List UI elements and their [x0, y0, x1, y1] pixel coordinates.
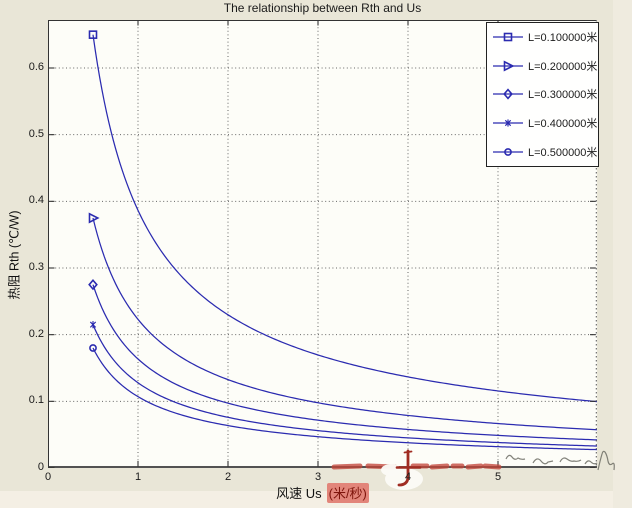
x-axis-label: 风速 Us (米/秒) [48, 483, 597, 503]
asterisk-marker-icon [504, 119, 512, 127]
legend-label: L=0.400000米 [528, 118, 598, 131]
x-tick-label-4: 4 [404, 471, 412, 483]
legend-box: L=0.100000米 L=0.200000米 L=0.300000米 L=0.400… [486, 22, 599, 167]
curve-series-3 [92, 284, 597, 441]
figure-right-margin [613, 0, 632, 508]
legend-items: L=0.100000米 L=0.200000米 L=0.300000米 L=0.400… [487, 23, 598, 166]
legend-item-1: L=0.100000米 [487, 23, 598, 52]
y-tick-label-0.3: 0.3 [28, 261, 44, 273]
x-axis-unit-highlighted: (米/秒) [326, 483, 369, 503]
y-axis-label: 热阻 Rth (℃/W) [7, 210, 22, 300]
plot-title: The relationship between Rth and Us [223, 1, 422, 15]
triangle-right-marker-icon [503, 60, 515, 72]
circle-marker-icon [504, 147, 512, 156]
legend-item-5: L=0.500000米 [487, 137, 598, 166]
diamond-marker-icon [88, 279, 98, 291]
legend-swatch [493, 60, 523, 72]
legend-label: L=0.300000米 [528, 89, 598, 102]
y-tick-label-0.1: 0.1 [28, 394, 44, 407]
legend-label: L=0.200000米 [528, 60, 598, 73]
curve-series-2 [92, 217, 597, 431]
y-tick-label-0.5: 0.5 [28, 127, 44, 140]
square-marker-icon [503, 32, 513, 42]
legend-label: L=0.500000米 [528, 146, 598, 159]
x-tick-label-1: 1 [134, 471, 142, 483]
circle-marker-icon [89, 344, 97, 352]
legend-swatch [493, 147, 523, 156]
legend-item-3: L=0.300000米 [487, 80, 598, 109]
y-tick-label-0: 0 [37, 461, 44, 473]
curve-series-4 [92, 324, 597, 447]
legend-item-4: L=0.400000米 [487, 109, 598, 138]
legend-swatch [493, 32, 523, 42]
x-tick-label-3: 3 [314, 471, 322, 483]
y-tick-label-0.6: 0.6 [28, 61, 44, 73]
y-tick-label-0.2: 0.2 [28, 327, 44, 340]
figure-bottom-margin [0, 491, 632, 508]
x-tick-label-2: 2 [224, 471, 232, 483]
diamond-marker-icon [503, 88, 513, 101]
curve-series-5 [92, 347, 597, 451]
triangle-right-marker-icon [88, 212, 100, 224]
legend-item-2: L=0.200000米 [487, 52, 598, 81]
x-tick-label-0: 0 [44, 471, 52, 483]
x-tick-label-5: 5 [494, 471, 502, 483]
y-tick-label-0.4: 0.4 [28, 194, 44, 207]
square-marker-icon [88, 30, 98, 39]
x-axis-label-text: 风速 Us [276, 486, 322, 501]
legend-swatch [493, 119, 523, 127]
asterisk-marker-icon [89, 321, 97, 329]
legend-label: L=0.100000米 [528, 32, 598, 45]
curve-series-1 [92, 34, 597, 403]
legend-swatch [493, 88, 523, 101]
